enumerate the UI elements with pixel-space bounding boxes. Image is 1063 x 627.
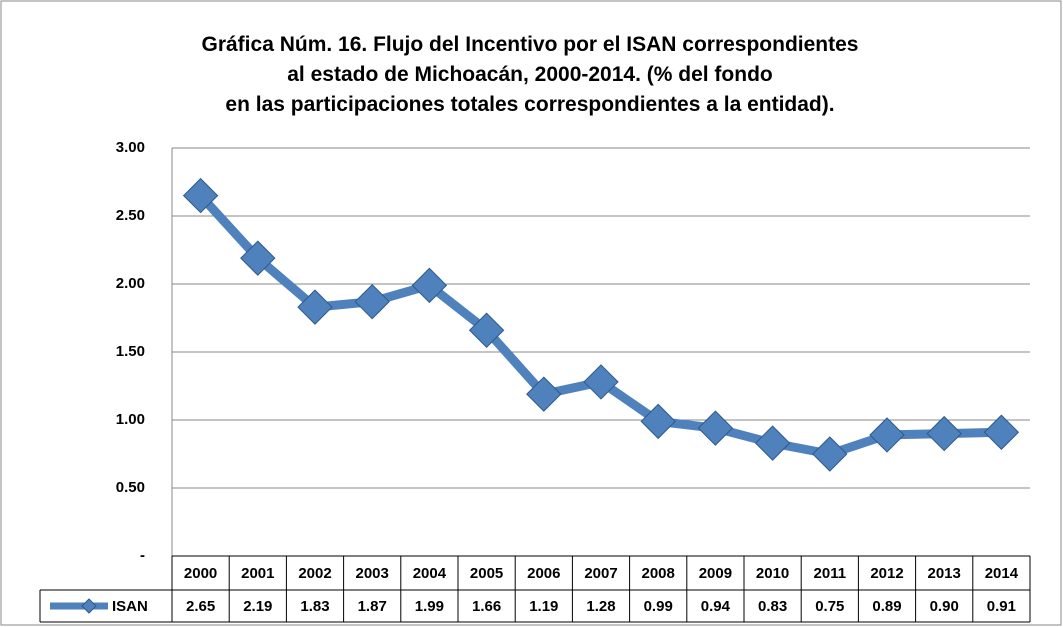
x-tick-label: 2007 — [584, 565, 617, 582]
table-value: 1.83 — [300, 598, 329, 615]
legend-marker — [81, 598, 97, 614]
marker — [640, 403, 676, 440]
marker — [926, 415, 962, 452]
x-tick-label: 2003 — [356, 565, 389, 582]
chart-title: Gráfica Núm. 16. Flujo del Incentivo por… — [202, 33, 859, 116]
table-value: 1.19 — [529, 598, 558, 615]
table-value: 1.87 — [358, 598, 387, 615]
y-tick-label: 3.00 — [116, 139, 145, 156]
marker — [812, 436, 848, 472]
y-tick-label: 0.50 — [116, 479, 145, 496]
x-tick-label: 2002 — [298, 565, 331, 582]
x-tick-label: 2001 — [241, 565, 274, 582]
marker — [297, 289, 333, 325]
table-value: 0.75 — [815, 598, 844, 615]
y-tick-label: 2.00 — [116, 275, 145, 292]
x-tick-label: 2013 — [928, 565, 961, 582]
table-value: 2.65 — [186, 598, 215, 615]
x-tick-label: 2011 — [814, 565, 847, 582]
marker — [526, 376, 562, 412]
table-value: 0.89 — [872, 598, 901, 615]
x-tick-label: 2010 — [756, 565, 789, 582]
legend-label: ISAN — [112, 598, 148, 615]
table-value: 2.19 — [243, 598, 272, 615]
marker — [583, 364, 619, 400]
marker — [182, 177, 219, 214]
table-value: 1.66 — [472, 598, 501, 615]
marker — [754, 425, 791, 461]
x-tick-label: 2000 — [184, 565, 217, 582]
y-tick-label: 1.50 — [116, 343, 145, 360]
table-value: 0.99 — [644, 598, 673, 615]
x-tick-label: 2012 — [870, 565, 903, 582]
y-tick-label: 2.50 — [116, 207, 145, 224]
marker — [354, 283, 390, 320]
x-tick-label: 2005 — [470, 565, 503, 582]
table-value: 1.99 — [415, 598, 444, 615]
table-value: 1.28 — [586, 598, 615, 615]
marker — [468, 312, 505, 348]
marker — [983, 414, 1020, 450]
x-tick-label: 2004 — [413, 565, 447, 582]
x-tick-label: 2006 — [527, 565, 560, 582]
marker — [411, 267, 448, 304]
marker — [869, 417, 905, 453]
marker — [240, 240, 276, 276]
x-tick-label: 2009 — [699, 565, 732, 582]
table-value: 0.83 — [758, 598, 787, 615]
x-tick-label: 2008 — [642, 565, 675, 582]
y-tick-label: 1.00 — [116, 411, 145, 428]
y-tick-label: - — [140, 547, 145, 564]
table-value: 0.91 — [987, 598, 1016, 615]
marker — [697, 410, 734, 446]
x-tick-label: 2014 — [985, 565, 1019, 582]
table-value: 0.90 — [930, 598, 959, 615]
table-value: 0.94 — [701, 598, 731, 615]
